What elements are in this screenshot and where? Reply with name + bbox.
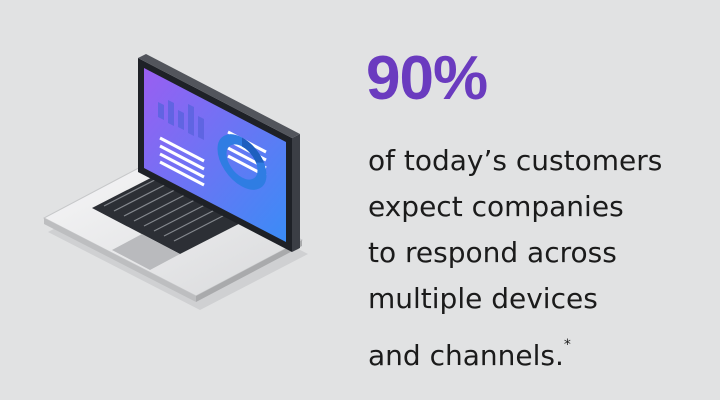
- caption-line-2: expect companies: [368, 190, 624, 223]
- caption-line-5-text: and channels.: [368, 339, 564, 372]
- footnote-mark: *: [563, 337, 571, 353]
- laptop-lid-top: [138, 54, 300, 138]
- caption-line-3: to respond across: [368, 236, 617, 269]
- caption-line-1: of today’s customers: [368, 144, 663, 177]
- laptop-base-edge: [44, 218, 196, 302]
- caption-line-4: multiple devices: [368, 282, 598, 315]
- stat-caption: of today’s customers expect companies to…: [368, 138, 708, 379]
- laptop-illustration: [30, 40, 330, 320]
- trackpad: [112, 234, 180, 270]
- stat-value: 90%: [366, 44, 488, 113]
- caption-line-5: and channels.*: [368, 322, 708, 379]
- screen-text-lines-left: [159, 136, 205, 187]
- laptop-base-side: [196, 240, 302, 302]
- laptop-icon: [42, 54, 308, 310]
- screen-donut-chart: [217, 134, 267, 190]
- keyboard: [92, 166, 262, 254]
- laptop-lid-side: [292, 134, 300, 252]
- screen-bar-chart: [158, 100, 204, 140]
